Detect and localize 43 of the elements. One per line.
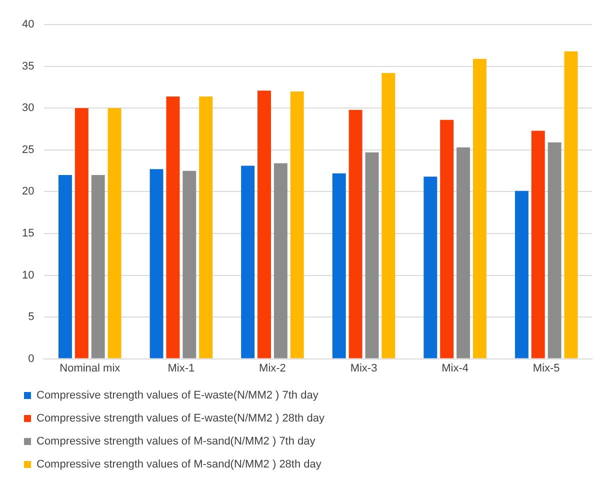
y-tick-label: 25 — [22, 144, 34, 156]
bar — [258, 90, 271, 358]
legend-label: Compressive strength values of M-sand(N/MM2 ) 28th day — [36, 458, 322, 471]
bar — [365, 152, 379, 358]
bar — [440, 120, 454, 358]
bar — [472, 58, 486, 358]
bar — [91, 174, 105, 358]
x-tick-label: Nominal mix — [60, 362, 121, 374]
legend-label: Compressive strength values of E-waste(N/MM2 ) 7th day — [36, 390, 319, 402]
y-tick-label: 40 — [22, 18, 34, 31]
x-tick-label: Mix-3 — [350, 362, 378, 374]
y-tick-label: 5 — [28, 311, 34, 324]
y-tick-label: 30 — [22, 102, 34, 114]
y-tick-label: 0 — [28, 352, 34, 365]
y-tick-label: 35 — [22, 60, 34, 72]
bar — [348, 110, 362, 358]
y-tick-label: 10 — [22, 269, 34, 282]
x-tick-label: Mix-2 — [259, 362, 286, 374]
bar — [74, 108, 88, 358]
bar — [382, 73, 396, 358]
bar — [58, 174, 72, 358]
y-tick-label: 15 — [22, 228, 34, 240]
legend-label: Compressive strength values of E-waste(N/MM2 ) 28th day — [36, 412, 325, 425]
bar — [548, 142, 562, 358]
bar — [166, 96, 180, 358]
bar — [199, 96, 213, 358]
legend-label: Compressive strength values of M-sand(N/MM2 ) 7th day — [36, 436, 316, 448]
bar — [456, 147, 470, 358]
bar — [332, 173, 346, 358]
bar — [150, 169, 164, 358]
x-tick-label: Mix-4 — [442, 362, 469, 374]
bar — [514, 190, 528, 358]
bar — [182, 170, 196, 358]
bar — [241, 166, 255, 358]
x-tick-label: Mix-1 — [168, 362, 195, 374]
x-tick-label: Mix-5 — [532, 362, 560, 374]
bar — [424, 176, 438, 358]
bar — [564, 51, 578, 358]
bar — [290, 91, 304, 358]
bar — [531, 130, 545, 358]
y-tick-label: 20 — [22, 186, 34, 198]
bar — [274, 163, 288, 358]
bar — [108, 108, 122, 358]
